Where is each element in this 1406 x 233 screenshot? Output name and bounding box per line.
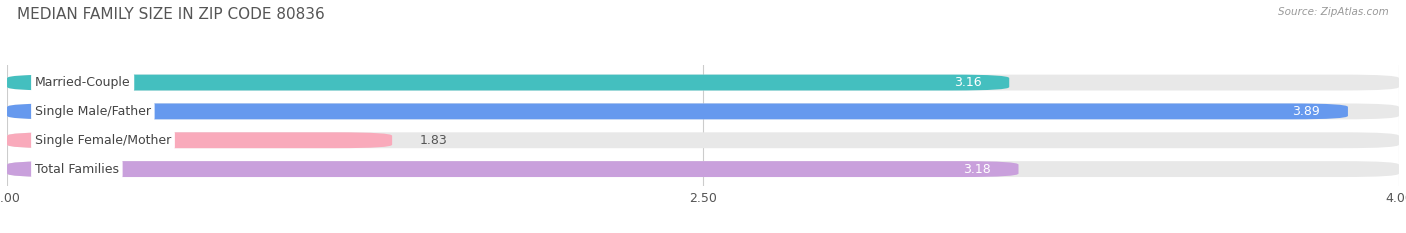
Text: Total Families: Total Families bbox=[35, 163, 120, 176]
Text: Source: ZipAtlas.com: Source: ZipAtlas.com bbox=[1278, 7, 1389, 17]
Text: Single Male/Father: Single Male/Father bbox=[35, 105, 150, 118]
Text: 3.16: 3.16 bbox=[953, 76, 981, 89]
FancyBboxPatch shape bbox=[7, 132, 392, 148]
FancyBboxPatch shape bbox=[7, 132, 1399, 148]
FancyBboxPatch shape bbox=[7, 75, 1010, 90]
Text: Married-Couple: Married-Couple bbox=[35, 76, 131, 89]
Text: 3.89: 3.89 bbox=[1292, 105, 1320, 118]
FancyBboxPatch shape bbox=[7, 103, 1399, 119]
FancyBboxPatch shape bbox=[7, 103, 1348, 119]
FancyBboxPatch shape bbox=[7, 75, 1399, 90]
FancyBboxPatch shape bbox=[7, 161, 1399, 177]
FancyBboxPatch shape bbox=[7, 161, 1018, 177]
Text: 1.83: 1.83 bbox=[420, 134, 447, 147]
Text: 3.18: 3.18 bbox=[963, 163, 991, 176]
Text: MEDIAN FAMILY SIZE IN ZIP CODE 80836: MEDIAN FAMILY SIZE IN ZIP CODE 80836 bbox=[17, 7, 325, 22]
Text: Single Female/Mother: Single Female/Mother bbox=[35, 134, 172, 147]
